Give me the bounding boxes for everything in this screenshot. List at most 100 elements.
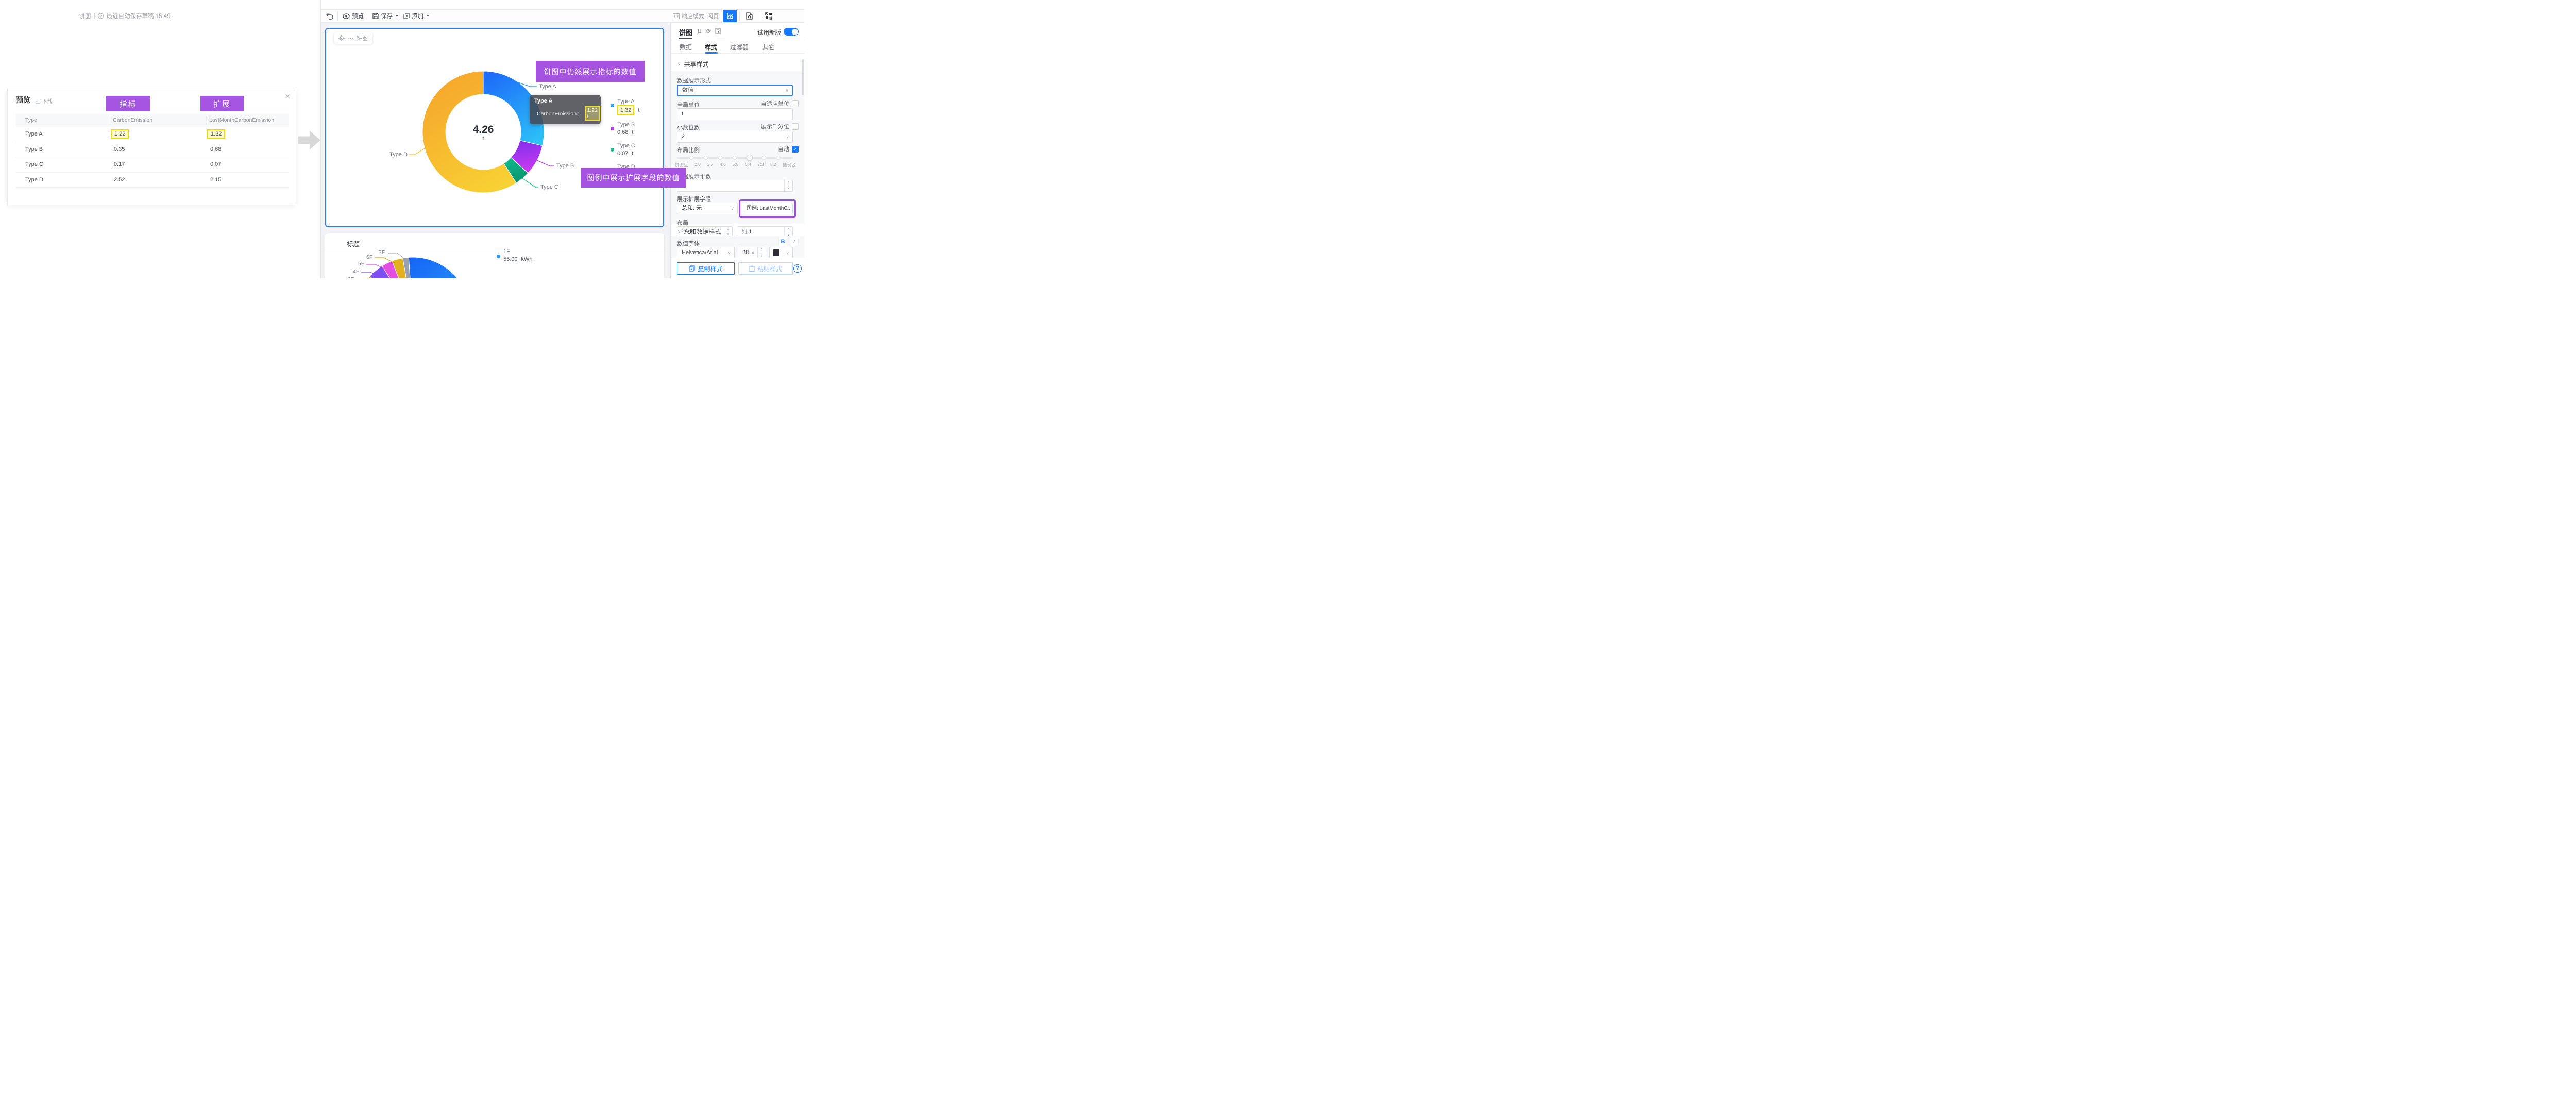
copy-style-icon (689, 265, 696, 272)
toolbar-divider (337, 11, 338, 21)
legend-item[interactable]: Type A 1.32 t (611, 98, 664, 115)
extension-field-label: 展示扩展字段 (677, 196, 711, 203)
legend-item[interactable]: Type C 0.07 t (611, 142, 664, 158)
italic-button[interactable]: I (790, 238, 799, 246)
chart-tooltip: Type A CarbonEmission： 1.22 t (530, 95, 601, 124)
cell-lastmonth-highlighted: 1.32 (207, 129, 226, 139)
slice-label-6f: 6F (366, 254, 373, 260)
pie-slice-1f[interactable] (408, 257, 470, 278)
legend-field-select[interactable]: 图例: LastMonthC... (742, 203, 793, 214)
preview-button[interactable]: 预览 (343, 10, 364, 22)
save-label: 保存 (381, 13, 393, 20)
section-shared-style[interactable]: ∨ 共享样式 (677, 60, 709, 69)
secondary-widget-card[interactable]: 标题 7 (325, 233, 664, 278)
undo-button[interactable] (326, 10, 333, 22)
tab-filter[interactable]: 过滤器 (730, 44, 749, 51)
layout-label: 布局 (677, 220, 688, 226)
pie-slice-type-a[interactable] (483, 71, 545, 146)
more-icon[interactable]: ⋯ (348, 35, 353, 42)
bold-button[interactable]: B (778, 238, 787, 246)
download-link[interactable]: 下载 (36, 97, 53, 105)
document-title: 饼图 (79, 13, 91, 20)
font-color-select[interactable] (769, 247, 793, 259)
pie-slice-3f[interactable] (357, 276, 386, 278)
sum-field-select[interactable]: 总和: 无 (677, 203, 738, 214)
spinner-buttons[interactable]: ∧ ∨ (724, 227, 732, 238)
ratio-slider[interactable] (677, 154, 793, 161)
sort-icon[interactable]: ⇅ (697, 28, 702, 35)
page-preview-button[interactable] (743, 10, 755, 22)
copy-style-button[interactable]: 复制样式 (677, 262, 735, 275)
query-doc-icon[interactable] (715, 28, 721, 34)
tab-style[interactable]: 样式 (705, 44, 718, 51)
help-icon[interactable]: ? (793, 264, 802, 273)
slice-label-3f: 3F (348, 276, 354, 278)
widget-header-pill[interactable]: ⋯ 饼图 (334, 32, 372, 44)
adaptive-unit-checkbox[interactable] (792, 100, 799, 107)
try-new-version-label[interactable]: 试用新版 (757, 28, 781, 37)
global-unit-label: 全局单位 (677, 102, 700, 108)
section-title: 共享样式 (684, 61, 709, 68)
pie-slice-7f[interactable] (402, 257, 411, 278)
table-row: Type A 1.22 1.32 (16, 127, 289, 142)
panel-scrollbar[interactable] (802, 59, 804, 95)
extension-badge: 扩展 (200, 96, 244, 111)
chevron-down-icon: ∨ (677, 61, 681, 66)
add-label: 添加 (412, 13, 423, 20)
panel-header: 饼图 ⇅ ⟳ 试用新版 (671, 23, 804, 40)
legend-name: Type B (617, 122, 635, 128)
spinner-buttons[interactable]: ∧ ∨ (784, 180, 792, 191)
donut-center-total: 4.26 t (457, 124, 509, 142)
preview-title: 预览 (16, 96, 30, 104)
thousand-separator-checkbox[interactable] (792, 123, 799, 130)
pie-chart[interactable] (326, 29, 665, 227)
cell-carbon: 0.17 (114, 161, 125, 168)
adaptive-unit-label: 自适应单位 (761, 101, 789, 107)
tab-data[interactable]: 数据 (680, 44, 692, 51)
autosave-check-icon (97, 13, 104, 19)
metric-badge: 指标 (106, 96, 150, 111)
pie-widget-card[interactable]: ⋯ 饼图 (325, 28, 664, 227)
global-unit-input[interactable]: t (677, 108, 793, 120)
display-form-select[interactable]: 数值 (677, 85, 793, 96)
column-header-lastmonth: LastMonthCarbonEmission (209, 117, 275, 123)
pie-slice-4f[interactable] (369, 265, 394, 278)
fullscreen-button[interactable] (762, 10, 775, 22)
close-icon[interactable]: ✕ (284, 92, 291, 100)
secondary-widget-title: 标题 (347, 241, 360, 248)
pie-slice-5f[interactable] (381, 260, 400, 278)
save-button[interactable]: 保存 ▼ (372, 10, 399, 22)
slice-label-type-b: Type B (556, 163, 574, 169)
legend-item[interactable]: Type B 0.68 t (611, 121, 664, 137)
font-family-select[interactable]: Helvetica/Arial (677, 247, 735, 259)
cell-lastmonth: 0.68 (210, 146, 222, 153)
title-separator: | (93, 13, 95, 19)
slice-label-type-d: Type D (389, 152, 408, 158)
try-new-toggle[interactable] (784, 28, 799, 36)
data-count-input[interactable]: ∧ ∨ (677, 180, 793, 192)
legend-name: 1F (503, 248, 510, 255)
section-total-style[interactable]: ∨ 总和数据样式 (677, 227, 721, 236)
spinner-buttons[interactable]: ∧ ∨ (784, 227, 792, 238)
tab-other[interactable]: 其它 (762, 44, 775, 51)
pie-slice-6f[interactable] (392, 258, 406, 278)
legend-item[interactable]: 1F 55.00 kWh (497, 248, 664, 263)
legend-unit: kWh (521, 256, 533, 262)
paste-style-button[interactable]: 粘贴样式 (738, 262, 793, 275)
leader-lines (409, 81, 554, 188)
pie-slice-type-d[interactable] (422, 71, 517, 193)
add-button[interactable]: 添加 ▼ (403, 10, 430, 22)
refresh-icon[interactable]: ⟳ (706, 28, 711, 35)
response-mode[interactable]: 响应模式: 网页 (672, 10, 719, 22)
active-tab-indicator (705, 52, 718, 54)
spinner-buttons[interactable]: ∧ ∨ (757, 247, 766, 258)
font-size-input[interactable]: 28 pt ∧ ∨ (738, 247, 766, 259)
edit-chart-mode-button[interactable] (723, 10, 737, 22)
ratio-slider-handle[interactable] (747, 154, 753, 161)
undo-icon (326, 13, 333, 20)
auto-ratio-checkbox[interactable]: ✓ (792, 145, 799, 153)
slice-label-type-a: Type A (539, 83, 556, 90)
decimal-places-select[interactable]: 2 (677, 131, 793, 143)
secondary-pie-chart[interactable] (325, 233, 664, 278)
panel-chart-type[interactable]: 饼图 (679, 27, 693, 39)
